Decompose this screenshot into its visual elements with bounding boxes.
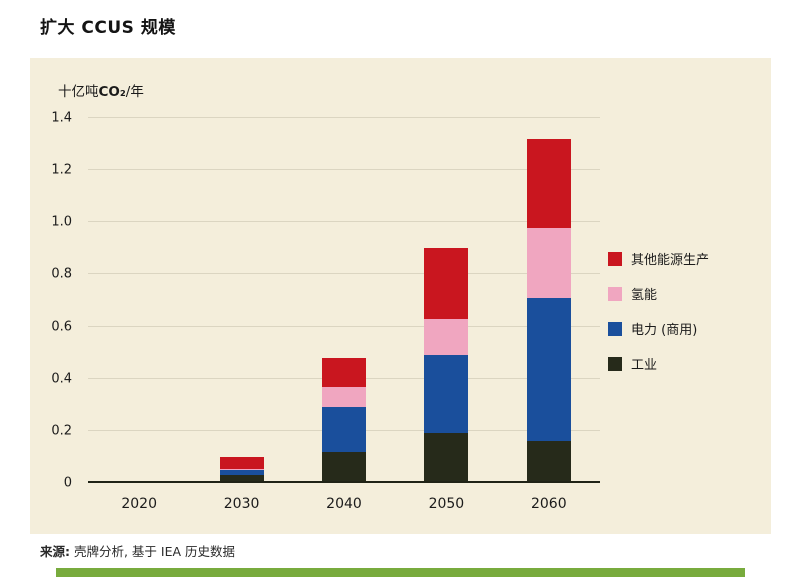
bar-segment-工业 bbox=[526, 441, 571, 483]
gridline bbox=[88, 117, 600, 118]
gridline bbox=[88, 325, 600, 327]
y-tick-label: 1.0 bbox=[51, 214, 72, 230]
x-tick-label: 2030 bbox=[223, 496, 260, 512]
bar-segment-其他能源生产 bbox=[219, 456, 264, 469]
legend: 其他能源生产 氢能电力 (商用) 工业 bbox=[608, 249, 709, 389]
legend-label: 电力 (商用) bbox=[631, 323, 698, 338]
bar-segment-电力 (商用) bbox=[322, 407, 366, 452]
y-tick-label: 1.4 bbox=[51, 110, 72, 126]
legend-item: 电力 (商用) bbox=[608, 319, 709, 338]
bar-2040 bbox=[322, 118, 366, 483]
unit-suffix: /年 bbox=[125, 84, 144, 100]
gridline bbox=[88, 273, 600, 275]
footer-accent-bar bbox=[56, 568, 745, 577]
unit-co2: CO₂ bbox=[98, 84, 126, 100]
bar-segment-氢能 bbox=[322, 386, 366, 408]
y-axis-unit-label: 十亿吨CO₂/年 bbox=[58, 80, 144, 100]
x-tick-label: 2060 bbox=[530, 496, 567, 512]
chart-panel: 十亿吨CO₂/年 0 0.2 0.4 0.6 0.8 1.0 1.2 1.4 2020 2030… bbox=[30, 58, 771, 534]
legend-item: 其他能源生产 bbox=[608, 249, 709, 268]
source-label: 来源: bbox=[40, 544, 70, 559]
y-tick-label: 0.2 bbox=[51, 423, 72, 439]
bar-2050 bbox=[424, 118, 469, 483]
bar-2030 bbox=[219, 118, 264, 483]
legend-swatch bbox=[608, 321, 622, 336]
source-text: 壳牌分析, 基于 IEA 历史数据 bbox=[70, 544, 236, 559]
bar-2060 bbox=[526, 118, 571, 483]
bar-segment-氢能 bbox=[424, 318, 469, 356]
gridline bbox=[88, 221, 600, 223]
x-tick-label: 2050 bbox=[428, 496, 465, 512]
bar-segment-电力 (商用) bbox=[219, 469, 264, 476]
y-tick-label: 0.8 bbox=[51, 266, 72, 282]
legend-label: 工业 bbox=[631, 358, 658, 373]
source-note: 来源: 壳牌分析, 基于 IEA 历史数据 bbox=[40, 541, 235, 560]
x-axis-line bbox=[88, 481, 600, 483]
legend-swatch bbox=[608, 251, 622, 266]
y-tick-label: 0.6 bbox=[51, 319, 72, 335]
legend-swatch bbox=[608, 356, 622, 371]
page-title: 扩大 CCUS 规模 bbox=[40, 18, 176, 38]
bar-segment-其他能源生产 bbox=[424, 248, 469, 319]
bar-2020 bbox=[117, 118, 162, 483]
bar-segment-工业 bbox=[322, 451, 366, 483]
bar-segment-氢能 bbox=[526, 227, 571, 298]
gridline bbox=[88, 169, 600, 171]
y-tick-label: 0.4 bbox=[51, 371, 72, 387]
legend-label: 氢能 bbox=[631, 288, 658, 303]
plot-area bbox=[88, 117, 600, 483]
y-tick-label: 1.2 bbox=[51, 162, 72, 178]
legend-item: 工业 bbox=[608, 354, 709, 373]
bar-segment-其他能源生产 bbox=[526, 138, 571, 228]
bar-segment-工业 bbox=[219, 475, 264, 483]
legend-item: 氢能 bbox=[608, 284, 709, 303]
legend-swatch bbox=[608, 286, 622, 301]
y-tick-label: 0 bbox=[63, 475, 72, 491]
unit-prefix: 十亿吨 bbox=[58, 84, 99, 100]
legend-label: 其他能源生产 bbox=[631, 253, 710, 268]
x-axis-labels: 2020 2030 2040 2050 2060 bbox=[88, 496, 600, 518]
y-axis-labels: 0 0.2 0.4 0.6 0.8 1.0 1.2 1.4 bbox=[30, 112, 80, 490]
bar-segment-电力 (商用) bbox=[526, 297, 571, 442]
bar-segment-工业 bbox=[424, 433, 469, 483]
x-tick-label: 2040 bbox=[326, 496, 362, 512]
bar-segment-其他能源生产 bbox=[322, 357, 366, 387]
bar-segment-氢能 bbox=[219, 468, 264, 470]
bar-segment-电力 (商用) bbox=[424, 355, 469, 434]
x-tick-label: 2020 bbox=[121, 496, 158, 512]
